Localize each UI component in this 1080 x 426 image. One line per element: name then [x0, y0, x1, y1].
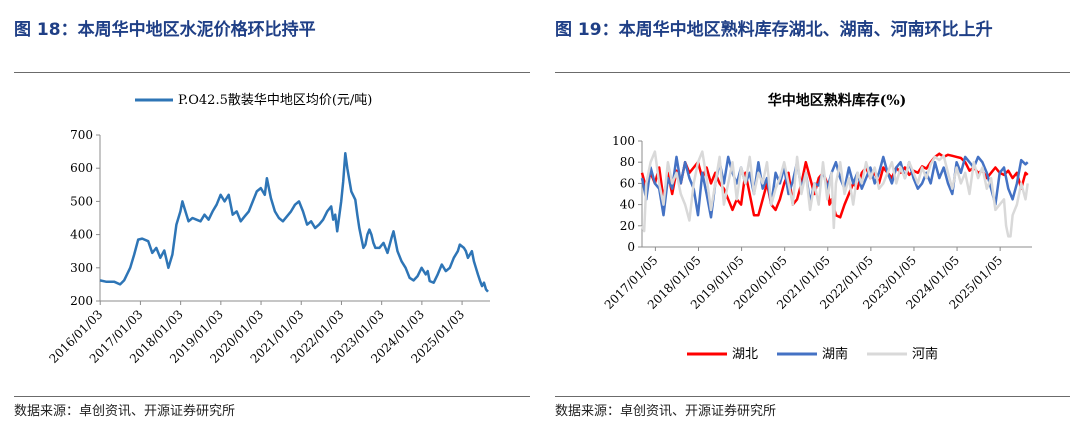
- figure-18-title: 图 18：本周华中地区水泥价格环比持平: [14, 20, 316, 40]
- source-divider: [14, 396, 530, 397]
- title-divider: [555, 72, 1070, 73]
- right-figure-panel: 图 19：本周华中地区熟料库存湖北、湖南、河南环比上升 华中地区熟料库存(%) 0…: [552, 0, 1080, 426]
- cement-price-chart: 2003004005006007002016/01/032017/01/0320…: [47, 93, 490, 366]
- y-tick-label: 600: [70, 161, 93, 175]
- y-tick-label: 80: [620, 155, 635, 169]
- chart-title: 华中地区熟料库存(%): [768, 92, 907, 109]
- title-divider: [14, 72, 530, 73]
- y-tick-label: 60: [620, 176, 635, 190]
- y-tick-label: 0: [627, 240, 635, 254]
- clinker-inventory-chart: 华中地区熟料库存(%)0204060801002017/01/052018/01…: [602, 92, 1032, 362]
- series-line-1: [99, 152, 489, 293]
- y-tick-label: 400: [70, 228, 93, 242]
- y-tick-label: 100: [612, 134, 635, 148]
- legend-label-1: 湖北: [732, 347, 758, 362]
- y-tick-label: 40: [620, 198, 635, 212]
- y-tick-label: 200: [70, 294, 93, 308]
- legend-label-2: 湖南: [822, 346, 848, 362]
- source-divider: [555, 396, 1070, 397]
- series-line-3: [640, 150, 1029, 238]
- y-tick-label: 20: [620, 219, 635, 233]
- y-tick-label: 300: [70, 261, 93, 275]
- y-tick-label: 700: [70, 128, 93, 142]
- legend-label-3: 河南: [912, 346, 938, 362]
- series-line-2: [640, 155, 1029, 219]
- left-source-note: 数据来源：卓创资讯、开源证券研究所: [14, 404, 236, 419]
- legend-label-1: P.O42.5散装华中地区均价(元/吨): [178, 93, 372, 108]
- figure-19-title: 图 19：本周华中地区熟料库存湖北、湖南、河南环比上升: [555, 20, 993, 40]
- left-figure-panel: 图 18：本周华中地区水泥价格环比持平 200 300 400 500 600 700 20…: [0, 0, 530, 426]
- right-source-note: 数据来源：卓创资讯、开源证券研究所: [555, 404, 777, 419]
- y-tick-label: 500: [70, 194, 93, 208]
